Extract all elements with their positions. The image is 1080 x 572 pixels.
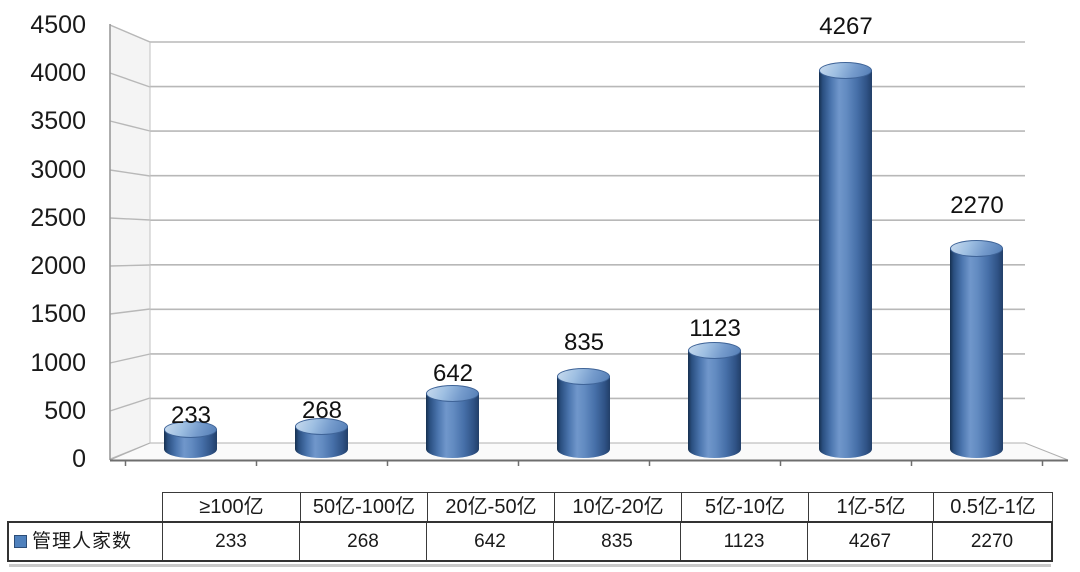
- bar-cylinder-top: [950, 240, 1003, 257]
- table-value-cell: 1123: [680, 523, 807, 560]
- y-axis-tick-label: 3000: [30, 156, 86, 184]
- table-value-cell: 233: [162, 523, 299, 560]
- table-header-cell: 50亿-100亿: [300, 493, 427, 521]
- x-axis-ticks: [124, 461, 1044, 466]
- table-header-cell: 5亿-10亿: [681, 493, 808, 521]
- table-data-row: 管理人家数 233 268 642 835 1123 4267 2270: [7, 521, 1053, 562]
- table-header-cell: 1亿-5亿: [808, 493, 933, 521]
- table-value-cell: 2270: [932, 523, 1051, 560]
- bar-cylinder-top: [426, 385, 479, 402]
- left-wall: [109, 24, 151, 460]
- table-row-label-cell: 管理人家数: [9, 523, 162, 560]
- bar-value-label: 2270: [950, 192, 1004, 219]
- y-axis-tick-label: 1000: [30, 349, 86, 377]
- bar-cylinder-body: [557, 376, 610, 458]
- bar-value-label: 642: [432, 360, 474, 387]
- table-value-cell: 642: [426, 523, 553, 560]
- series-legend-marker-icon: [14, 535, 27, 548]
- bar-value-label: 835: [563, 329, 605, 356]
- bar-value-label: 1123: [689, 315, 741, 342]
- left-wall-gridlines: [109, 24, 151, 412]
- table-header-cell: 20亿-50亿: [427, 493, 554, 521]
- bar-cylinder-top: [557, 368, 610, 385]
- bar-value-label: 268: [301, 397, 343, 424]
- table-header-cell: 10亿-20亿: [554, 493, 681, 521]
- series-name: 管理人家数: [32, 531, 133, 552]
- bar-cylinder-body: [426, 393, 479, 458]
- bar-cylinder-top: [688, 342, 741, 359]
- bar-cylinder-body: [688, 350, 741, 458]
- y-axis-tick-label: 4500: [30, 11, 86, 39]
- bar-cylinder-body: [950, 248, 1003, 458]
- y-axis-tick-label: 500: [44, 397, 86, 425]
- table-header-cell: 0.5亿-1亿: [933, 493, 1052, 521]
- y-axis-tick-label: 2000: [30, 252, 86, 280]
- y-axis-tick-label: 0: [72, 445, 86, 473]
- y-axis-tick-label: 3500: [30, 107, 86, 135]
- y-axis-tick-label: 4000: [30, 59, 86, 87]
- table-header-cell: ≥100亿: [199, 496, 264, 518]
- table-header-row: ≥100亿 50亿-100亿 20亿-50亿 10亿-20亿 5亿-10亿 1亿…: [162, 492, 1053, 522]
- y-axis-tick-label: 1500: [30, 300, 86, 328]
- table-value-cell: 835: [553, 523, 680, 560]
- bar-cylinder-top: [295, 418, 348, 435]
- y-axis-tick-label: 2500: [30, 204, 86, 232]
- bar-value-label: 4267: [819, 13, 873, 40]
- bar-cylinder-top: [164, 421, 217, 438]
- bar-cylinder-top: [819, 62, 872, 79]
- table-value-cell: 268: [299, 523, 426, 560]
- bar-cylinder-body: [819, 70, 872, 458]
- table-value-cell: 4267: [807, 523, 932, 560]
- table-drop-shadow: [9, 564, 1051, 567]
- bar-value-label: 233: [170, 402, 212, 429]
